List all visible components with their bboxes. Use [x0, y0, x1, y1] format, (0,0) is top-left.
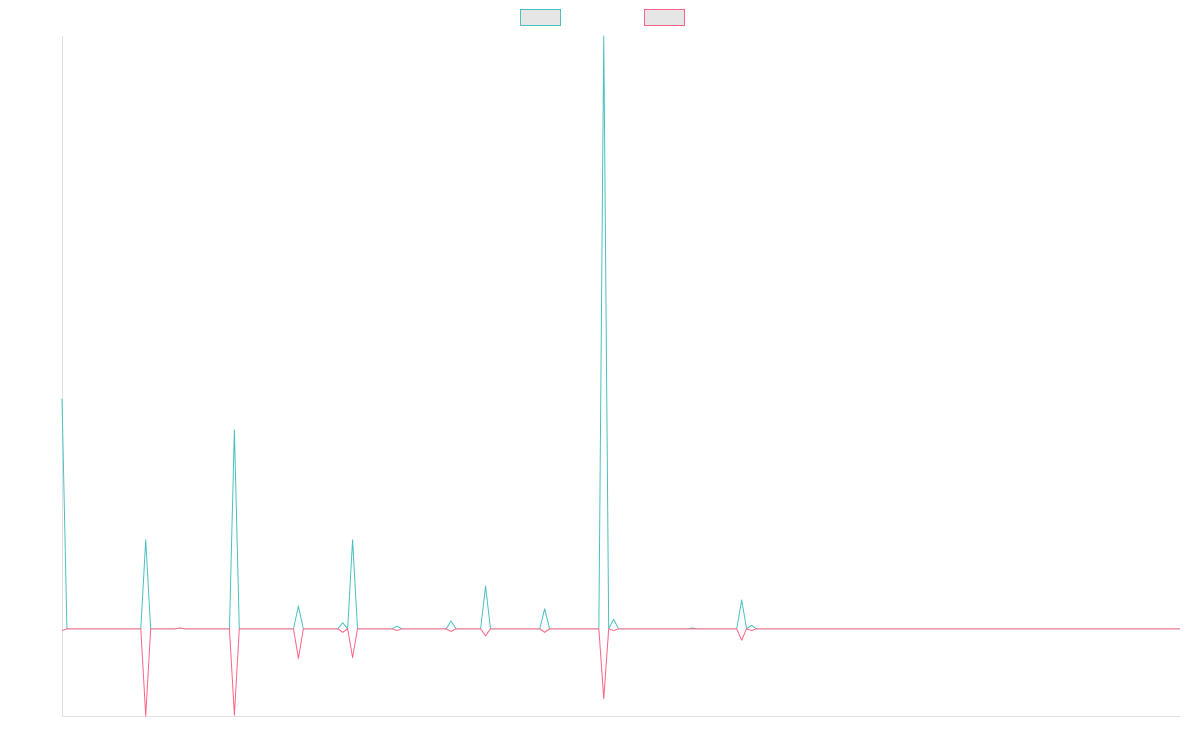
legend[interactable] — [520, 9, 685, 26]
series-line-2 — [61, 627, 1180, 717]
series-layer — [61, 35, 1180, 717]
legend-swatch-2[interactable] — [644, 9, 685, 26]
legend-swatch-1[interactable] — [520, 9, 561, 26]
series-line-1 — [61, 35, 1180, 630]
